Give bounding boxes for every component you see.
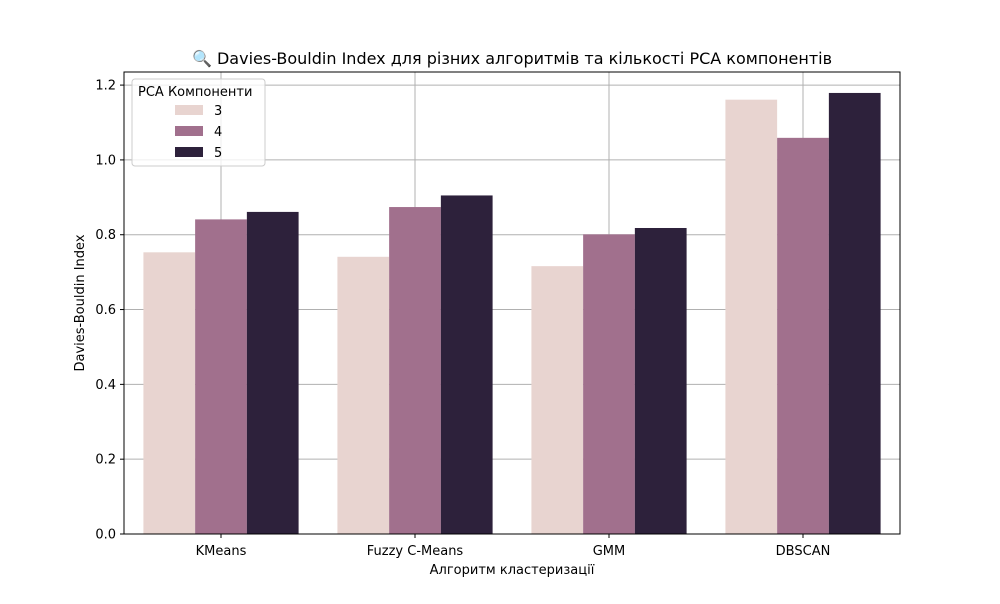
bar xyxy=(583,234,635,534)
y-tick-label: 1.0 xyxy=(95,153,116,168)
x-tick-label: GMM xyxy=(593,544,626,559)
bar xyxy=(777,137,829,535)
bar xyxy=(246,211,299,535)
legend-title: PCA Компоненти xyxy=(138,85,252,100)
bar xyxy=(828,92,881,535)
bar xyxy=(531,266,584,534)
plot-frame xyxy=(123,71,901,535)
y-tick-label: 1.2 xyxy=(95,79,116,94)
y-tick-label: 0.8 xyxy=(95,228,116,243)
y-tick-label: 0.6 xyxy=(95,303,116,318)
bar xyxy=(634,227,687,534)
legend-label: 4 xyxy=(214,125,222,140)
x-ticks-layer: KMeans Fuzzy C-Means GMM DBSCAN xyxy=(196,534,831,559)
x-tick-label: Fuzzy C-Means xyxy=(367,544,464,559)
bar xyxy=(337,256,390,534)
bar xyxy=(195,219,247,534)
bars-layer xyxy=(143,92,881,535)
chart-title: 🔍 Davies-Bouldin Index для різних алгори… xyxy=(192,48,832,68)
y-axis-label: Davies-Bouldin Index xyxy=(73,234,88,371)
y-tick-label: 0.4 xyxy=(95,378,116,393)
bar xyxy=(143,252,196,535)
legend-items: 3 4 5 xyxy=(175,104,222,161)
legend: PCA Компоненти 3 4 5 xyxy=(131,78,266,167)
y-tick-label: 0.0 xyxy=(95,528,116,543)
legend-swatch xyxy=(175,126,203,136)
bar xyxy=(440,195,493,534)
bar xyxy=(389,207,441,535)
legend-label: 5 xyxy=(214,146,222,161)
y-ticks-layer: 0.0 0.2 0.4 0.6 0.8 1.0 1.2 xyxy=(95,79,124,543)
bar xyxy=(725,99,778,535)
x-axis-label: Алгоритм кластеризації xyxy=(430,563,595,578)
legend-box xyxy=(131,78,266,167)
y-tick-label: 0.2 xyxy=(95,453,116,468)
x-tick-label: DBSCAN xyxy=(776,544,831,559)
legend-swatch xyxy=(175,147,203,157)
legend-swatch xyxy=(175,105,203,115)
x-tick-label: KMeans xyxy=(196,544,247,559)
legend-label: 3 xyxy=(214,104,222,119)
